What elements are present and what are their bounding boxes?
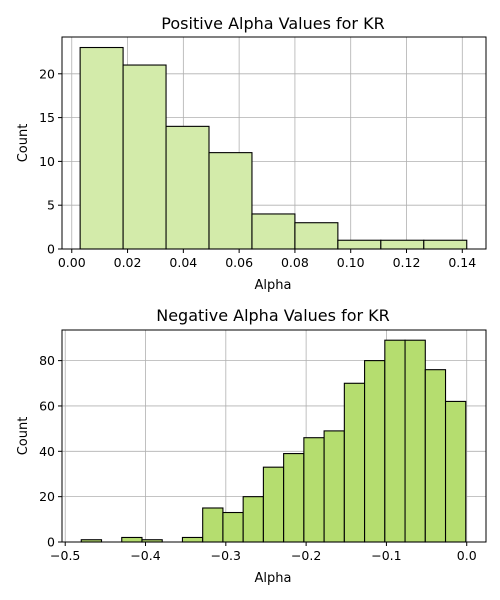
histogram-bar <box>294 222 339 250</box>
histogram-bar <box>121 536 143 543</box>
histogram-bar <box>380 239 425 250</box>
histogram-bar <box>423 239 468 250</box>
chart-title: Negative Alpha Values for KR <box>156 306 390 325</box>
histogram-bar <box>384 339 406 543</box>
bars <box>79 46 468 250</box>
y-ticks: 0 20 40 60 80 <box>39 353 62 550</box>
x-tick-label: 0.00 <box>58 255 86 270</box>
x-tick-label: 0.06 <box>225 255 253 270</box>
histogram-bar <box>181 536 204 543</box>
histogram-bar <box>404 339 426 543</box>
y-tick-label: 20 <box>39 489 55 504</box>
x-tick-label: 0.02 <box>114 255 142 270</box>
y-tick-label: 5 <box>47 198 55 213</box>
chart-title: Positive Alpha Values for KR <box>161 14 384 33</box>
histogram-bar <box>337 239 382 250</box>
negative-alpha-histogram: Negative Alpha Values for KR Alpha Count… <box>16 306 487 586</box>
x-tick-label: −0.2 <box>291 548 321 563</box>
histogram-bar <box>222 511 244 543</box>
x-tick-label: 0.0 <box>457 548 477 563</box>
histogram-bar <box>242 496 264 543</box>
x-ticks: 0.00 0.02 0.04 0.06 0.08 0.10 0.12 0.14 <box>58 249 476 270</box>
x-axis-label: Alpha <box>255 571 292 586</box>
x-ticks: −0.5 −0.4 −0.3 −0.2 −0.1 0.0 <box>50 542 477 563</box>
x-tick-label: 0.08 <box>281 255 309 270</box>
histogram-bar <box>165 125 210 250</box>
x-axis-label: Alpha <box>255 278 292 293</box>
x-tick-label: 0.10 <box>337 255 365 270</box>
axes-frame <box>61 329 487 543</box>
y-axis-label: Count <box>16 417 31 456</box>
histogram-bar <box>343 382 366 543</box>
x-tick-label: −0.1 <box>371 548 401 563</box>
x-tick-label: −0.3 <box>211 548 241 563</box>
histogram-bar <box>444 400 467 543</box>
x-tick-label: 0.12 <box>393 255 421 270</box>
histogram-bar <box>364 360 386 543</box>
y-tick-label: 15 <box>39 110 55 125</box>
histogram-bar <box>79 46 124 250</box>
y-tick-label: 60 <box>39 398 55 413</box>
x-tick-label: 0.14 <box>448 255 476 270</box>
axes-frame <box>61 36 487 250</box>
y-tick-label: 0 <box>47 535 55 550</box>
y-tick-label: 0 <box>47 242 55 257</box>
histogram-bar <box>122 64 167 250</box>
histogram-bar <box>208 152 253 250</box>
x-tick-label: −0.5 <box>50 548 80 563</box>
y-axis-label: Count <box>16 124 31 163</box>
histogram-bar <box>424 369 447 543</box>
histogram-bar <box>251 213 296 250</box>
histogram-bar <box>303 437 325 543</box>
y-tick-label: 20 <box>39 66 55 81</box>
x-tick-label: 0.04 <box>169 255 197 270</box>
x-tick-label: −0.4 <box>130 548 160 563</box>
histogram-bar <box>202 507 224 543</box>
histogram-bar <box>323 430 345 543</box>
histogram-bar <box>283 453 305 543</box>
y-tick-label: 40 <box>39 444 55 459</box>
bars <box>80 339 467 543</box>
positive-alpha-histogram: Positive Alpha Values for KR Alpha Count… <box>16 14 487 293</box>
y-tick-label: 80 <box>39 353 55 368</box>
histogram-bar <box>262 466 285 543</box>
y-tick-label: 10 <box>39 154 55 169</box>
y-ticks: 0 5 10 15 20 <box>39 66 62 257</box>
